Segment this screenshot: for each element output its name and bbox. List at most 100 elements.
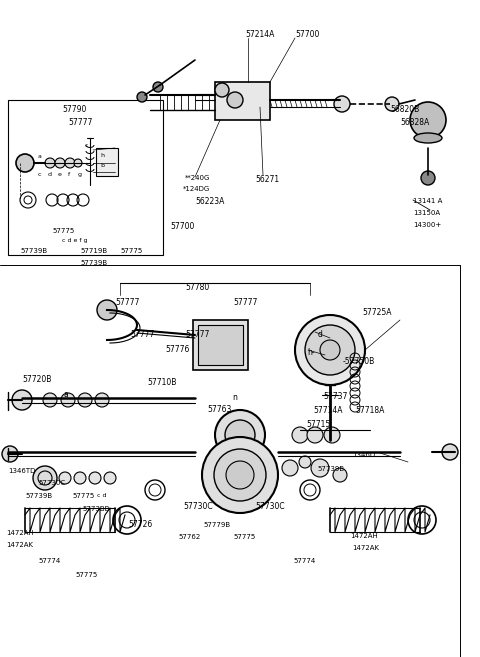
Text: a: a (38, 154, 42, 159)
Text: 57725A: 57725A (362, 308, 392, 317)
Text: e: e (58, 172, 62, 177)
Circle shape (74, 159, 82, 167)
Circle shape (78, 393, 92, 407)
Circle shape (61, 393, 75, 407)
Circle shape (59, 472, 71, 484)
Text: g: g (78, 172, 82, 177)
Text: 57777: 57777 (115, 298, 139, 307)
Text: 57714A: 57714A (313, 406, 343, 415)
Text: c d: c d (97, 493, 107, 498)
Circle shape (225, 420, 255, 450)
Circle shape (324, 427, 340, 443)
Circle shape (65, 158, 75, 168)
Ellipse shape (414, 133, 442, 143)
Circle shape (320, 340, 340, 360)
Text: 57214A: 57214A (245, 30, 275, 39)
Bar (198, 325, 243, 365)
Text: 57710B: 57710B (147, 378, 176, 387)
Text: 57763: 57763 (207, 405, 231, 414)
Text: 56223A: 56223A (195, 197, 224, 206)
Text: b: b (100, 163, 104, 168)
Text: n: n (232, 393, 237, 402)
Circle shape (299, 456, 311, 468)
Circle shape (2, 446, 18, 462)
Text: **240G: **240G (185, 175, 210, 181)
Bar (215, 82, 270, 120)
Text: 57775: 57775 (233, 534, 255, 540)
Text: 57739B: 57739B (20, 248, 47, 254)
Circle shape (226, 461, 254, 489)
Text: a: a (63, 390, 68, 399)
Text: 1346TD: 1346TD (8, 468, 36, 474)
Circle shape (333, 468, 347, 482)
Text: 57777: 57777 (68, 118, 92, 127)
Text: 1472AK: 1472AK (6, 542, 33, 548)
Text: c: c (38, 172, 41, 177)
Text: h-: h- (307, 348, 314, 357)
Text: 57739B: 57739B (25, 493, 52, 499)
Text: 57780: 57780 (185, 283, 209, 292)
Text: *124DG: *124DG (183, 186, 210, 192)
Text: 57777: 57777 (233, 298, 257, 307)
Text: d: d (48, 172, 52, 177)
Text: c d e f g: c d e f g (62, 238, 87, 243)
Circle shape (215, 83, 229, 97)
Text: 57775: 57775 (120, 248, 142, 254)
Text: f: f (68, 172, 70, 177)
Text: 1472AH: 1472AH (350, 533, 378, 539)
Circle shape (334, 96, 350, 112)
Text: 57739B: 57739B (317, 466, 344, 472)
Circle shape (104, 472, 116, 484)
Text: 56828A: 56828A (400, 118, 429, 127)
Text: 57776: 57776 (165, 345, 190, 354)
Circle shape (214, 449, 266, 501)
Text: 57737: 57737 (323, 392, 348, 401)
Circle shape (137, 92, 147, 102)
Circle shape (385, 97, 399, 111)
Circle shape (282, 460, 298, 476)
Circle shape (295, 315, 365, 385)
Text: 57775: 57775 (72, 493, 94, 499)
Circle shape (227, 92, 243, 108)
Text: 1346D: 1346D (352, 452, 375, 458)
Text: 1472AK: 1472AK (352, 545, 379, 551)
Circle shape (442, 444, 458, 460)
Text: 57762: 57762 (178, 534, 200, 540)
Text: 56271: 56271 (255, 175, 279, 184)
Circle shape (33, 466, 57, 490)
Circle shape (12, 390, 32, 410)
Text: 57779B: 57779B (203, 522, 230, 528)
Text: h: h (100, 153, 104, 158)
Text: 13141 A: 13141 A (413, 198, 443, 204)
Text: 57700: 57700 (170, 222, 194, 231)
Text: c: c (85, 143, 88, 148)
Text: 57726: 57726 (128, 520, 152, 529)
Text: 57777: 57777 (130, 330, 155, 339)
Circle shape (410, 102, 446, 138)
Circle shape (307, 427, 323, 443)
Circle shape (292, 427, 308, 443)
Text: 57730C: 57730C (38, 480, 65, 486)
Circle shape (16, 154, 34, 172)
Text: 57774: 57774 (38, 558, 60, 564)
Text: 5773BB: 5773BB (82, 506, 109, 512)
Circle shape (95, 393, 109, 407)
Circle shape (89, 472, 101, 484)
Bar (96, 148, 118, 176)
Circle shape (55, 158, 65, 168)
Circle shape (74, 472, 86, 484)
Text: d: d (318, 330, 323, 339)
Bar (193, 320, 248, 370)
Circle shape (97, 300, 117, 320)
Text: 57718A: 57718A (355, 406, 384, 415)
Text: 57777: 57777 (185, 330, 209, 339)
Text: 57790: 57790 (62, 105, 86, 114)
Text: 1472AH: 1472AH (6, 530, 34, 536)
Circle shape (305, 325, 355, 375)
Text: 14300+: 14300+ (413, 222, 441, 228)
Text: 13150A: 13150A (413, 210, 440, 216)
Text: 57775: 57775 (75, 572, 97, 578)
Circle shape (421, 171, 435, 185)
Text: 57720B: 57720B (22, 375, 51, 384)
Circle shape (153, 82, 163, 92)
